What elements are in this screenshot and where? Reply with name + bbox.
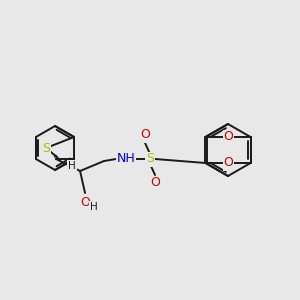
Text: H: H: [68, 161, 76, 171]
Text: O: O: [80, 196, 90, 208]
Text: S: S: [42, 142, 50, 154]
Text: S: S: [146, 152, 154, 166]
Text: O: O: [224, 130, 233, 143]
Text: O: O: [150, 176, 160, 190]
Text: O: O: [140, 128, 150, 142]
Text: NH: NH: [117, 152, 135, 166]
Text: O: O: [224, 157, 233, 169]
Text: H: H: [90, 202, 98, 212]
